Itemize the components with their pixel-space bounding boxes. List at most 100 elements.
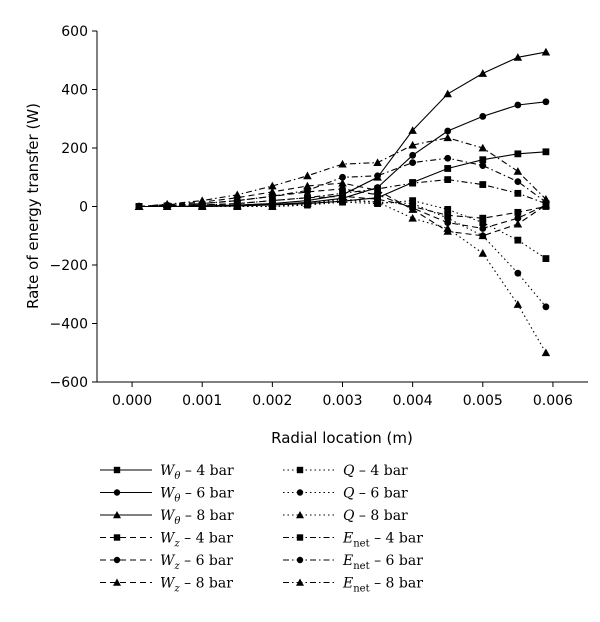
data-point-circle (479, 232, 487, 240)
legend-label: Enet – 8 bar (342, 576, 423, 595)
data-point-square (514, 189, 522, 197)
data-point-circle (514, 214, 522, 222)
data-point-circle (479, 113, 487, 120)
data-point-triangle (338, 178, 347, 187)
legend-entry: Wθ – 4 bar (100, 463, 234, 482)
data-point-triangle (513, 53, 523, 61)
data-point-circle (514, 178, 522, 186)
y-tick-label: 200 (61, 141, 88, 157)
data-point-square (479, 181, 487, 188)
legend-entry: Q – 6 bar (283, 486, 408, 502)
y-axis-title: Rate of energy transfer (W) (24, 103, 42, 309)
legend-label: Wθ – 6 bar (160, 486, 234, 505)
x-tick-label: 0.003 (322, 393, 362, 409)
data-point-triangle (303, 171, 312, 180)
data-point-triangle (373, 158, 382, 167)
legend-label: Enet – 6 bar (342, 553, 423, 572)
data-point-square (339, 189, 346, 197)
data-point-circle (479, 162, 487, 169)
data-point-circle (444, 214, 452, 222)
data-point-triangle (338, 159, 347, 168)
data-point-square (113, 466, 121, 474)
data-point-triangle (478, 249, 488, 257)
y-tick-label: 0 (79, 200, 88, 216)
data-point-square (113, 534, 121, 541)
data-point-square (479, 156, 487, 164)
data-point-triangle (233, 190, 242, 199)
data-point-circle (479, 225, 487, 232)
y-tick-label: 600 (61, 24, 88, 40)
data-point-circle (444, 154, 452, 162)
x-tick-label: 0.002 (252, 393, 292, 409)
data-point-circle (409, 151, 417, 159)
x-axis-title: Radial location (m) (271, 429, 413, 447)
axes: 600 400 200 0 −200 −400 −600 0.000 0.001 0.002 0.0… (50, 24, 588, 409)
legend-label: Wz – 4 bar (160, 531, 233, 550)
data-point-circle (304, 187, 311, 194)
data-point-triangle (408, 205, 417, 213)
data-point-circle (339, 173, 346, 181)
data-point-square (514, 150, 522, 158)
data-point-square (268, 197, 276, 205)
legend-entry: Enet – 4 bar (283, 531, 423, 550)
data-point-circle (514, 269, 522, 277)
legend-entry: Wz – 4 bar (100, 531, 233, 550)
series-11 (134, 133, 551, 210)
data-point-triangle (408, 126, 417, 134)
legend-entry: Wz – 6 bar (100, 553, 233, 572)
legend-label: Wθ – 8 bar (160, 508, 234, 527)
data-point-triangle (113, 511, 121, 519)
legend-label: Q – 6 bar (343, 486, 408, 502)
data-point-square (514, 236, 522, 244)
data-point-square (444, 165, 452, 172)
data-point-circle (542, 303, 550, 311)
data-point-circle (233, 197, 241, 205)
data-point-triangle (443, 133, 452, 142)
data-point-triangle (513, 300, 523, 308)
data-point-triangle (338, 194, 347, 203)
y-tick-label: −600 (50, 375, 88, 391)
data-point-square (479, 214, 487, 222)
legend-entry: Q – 4 bar (283, 463, 408, 479)
data-point-square (514, 208, 522, 216)
data-point-square (542, 255, 550, 262)
x-tick-label: 0.000 (112, 393, 152, 409)
data-point-square (296, 534, 304, 541)
data-point-circle (268, 192, 276, 200)
data-point-triangle (113, 578, 121, 586)
data-point-triangle (443, 224, 452, 232)
data-point-square (409, 179, 417, 187)
data-point-triangle (268, 181, 277, 190)
data-point-circle (514, 101, 522, 109)
x-tick-label: 0.004 (393, 393, 433, 409)
data-point-circle (113, 556, 121, 564)
series-7 (135, 197, 550, 311)
data-point-square (479, 219, 487, 226)
y-tick-label: 400 (61, 83, 88, 99)
series-layer (134, 47, 551, 357)
y-tick-label: −200 (50, 258, 88, 274)
data-point-triangle (541, 348, 551, 357)
legend-entry: Q – 8 bar (283, 508, 408, 524)
data-point-circle (113, 489, 121, 496)
data-point-triangle (303, 181, 312, 190)
data-point-square (296, 466, 304, 474)
data-point-triangle (197, 196, 207, 205)
x-tick-label: 0.001 (182, 393, 222, 409)
legend: Wθ – 4 bar Wθ – 6 bar Wθ – 8 bar Wz – 4 bar… (100, 463, 423, 595)
legend-entry: Enet – 6 bar (283, 553, 423, 572)
legend-label: Wz – 6 bar (160, 553, 233, 572)
data-point-circle (409, 159, 417, 167)
data-point-triangle (513, 167, 523, 175)
series-8 (134, 194, 551, 357)
data-point-triangle (268, 187, 277, 196)
data-point-square (304, 194, 311, 202)
legend-entry: Wz – 8 bar (100, 576, 233, 595)
legend-label: Wθ – 4 bar (160, 463, 234, 482)
data-point-square (374, 185, 381, 193)
data-point-triangle (478, 69, 488, 77)
legend-label: Q – 4 bar (343, 463, 408, 479)
data-point-triangle (134, 202, 144, 210)
legend-entry: Enet – 8 bar (283, 576, 423, 595)
